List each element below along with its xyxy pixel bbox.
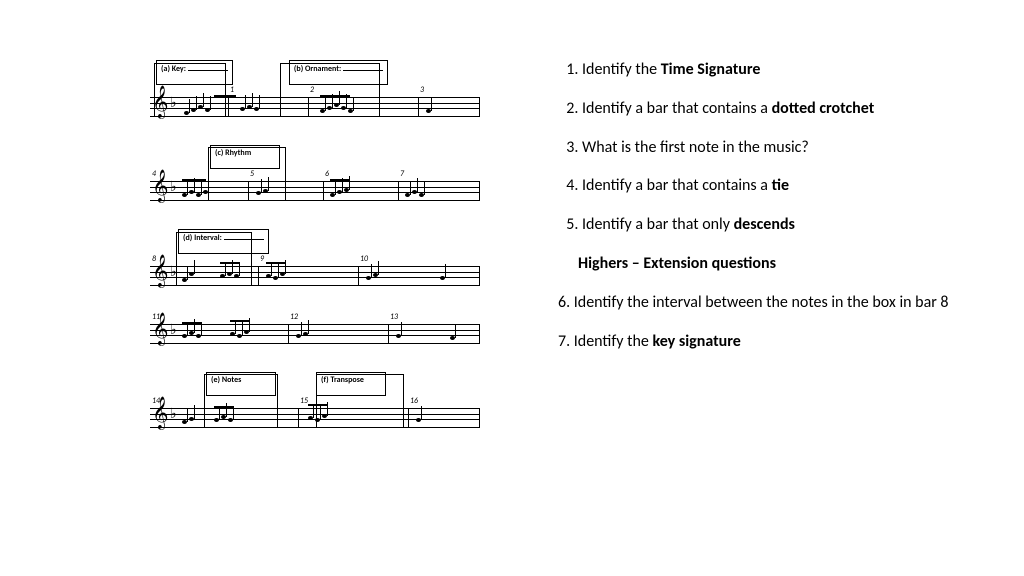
- staff-2: 𝄞 ♭ 4 5 6 7: [150, 171, 480, 211]
- staff-1: 𝄞 ♭ 1 2 3: [150, 87, 480, 127]
- extension-heading: Highers – Extension questions: [578, 254, 974, 275]
- box-b: [280, 63, 380, 117]
- music-score-column: (a) Key: (b) Ornament: 𝄞 ♭ 1 2 3: [150, 60, 480, 546]
- box-e: [204, 374, 278, 428]
- question-list: Identify the Time Signature Identify a b…: [540, 60, 974, 236]
- question-3: What is the first note in the music?: [582, 138, 974, 159]
- staff-4: 𝄞 ♭ 11 12 13: [150, 314, 480, 354]
- box-f: [316, 374, 404, 428]
- question-1: Identify the Time Signature: [582, 60, 974, 81]
- staff-row-5: (e) Notes (f) Transpose 𝄞 ♭ 14 15 16: [150, 372, 480, 438]
- bar-number: 4: [152, 169, 156, 179]
- question-5: Identify a bar that only descends: [582, 215, 974, 236]
- staff-3: 𝄞 ♭ 8 9 10: [150, 256, 480, 296]
- questions-column: Identify the Time Signature Identify a b…: [540, 60, 974, 546]
- question-2: Identify a bar that contains a dotted cr…: [582, 99, 974, 120]
- key-sig-flat: ♭: [170, 179, 177, 196]
- key-sig-flat: ♭: [170, 406, 177, 423]
- staff-row-1: (a) Key: (b) Ornament: 𝄞 ♭ 1 2 3: [150, 60, 480, 127]
- bar-number: 11: [152, 312, 160, 322]
- staff-row-3: (d) Interval: 𝄞 ♭ 8 9 10: [150, 229, 480, 296]
- bar-number: 14: [152, 396, 160, 406]
- question-7: 7. Identify the key signature: [558, 332, 974, 353]
- staff-row-4: 𝄞 ♭ 11 12 13: [150, 314, 480, 354]
- key-sig-flat: ♭: [170, 322, 177, 339]
- question-6: 6. Identify the interval between the not…: [558, 293, 974, 314]
- question-4: Identify a bar that contains a tie: [582, 176, 974, 197]
- bar-number: 8: [152, 254, 156, 264]
- box-c: [208, 147, 286, 201]
- staff-row-2: (c) Rhythm 𝄞 ♭ 4 5 6 7: [150, 145, 480, 211]
- box-a: [154, 63, 226, 117]
- box-d: [176, 232, 252, 286]
- staff-5: 𝄞 ♭ 14 15 16: [150, 398, 480, 438]
